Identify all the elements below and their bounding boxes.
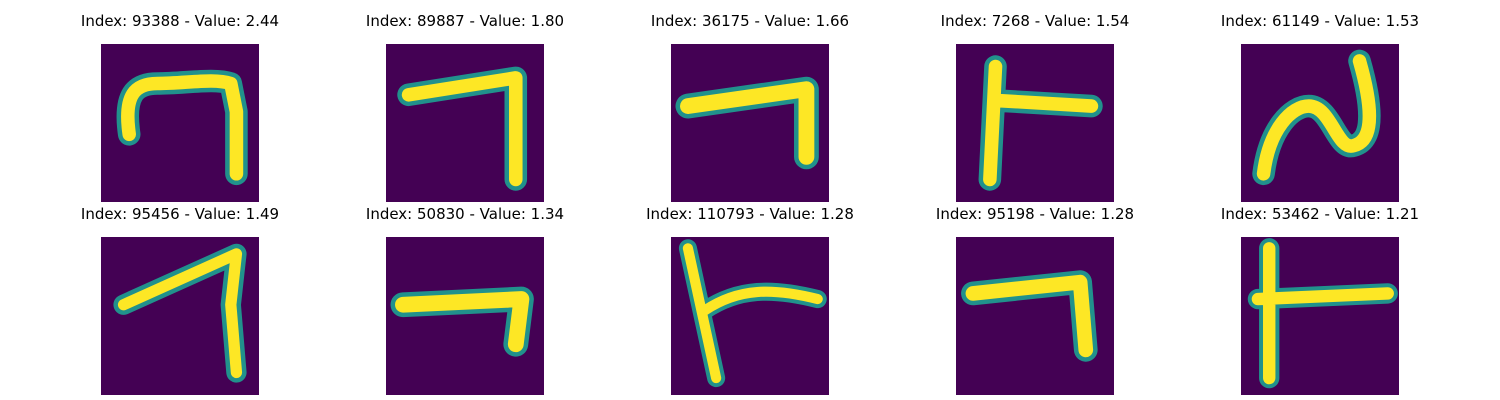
panel-5: Index: 61149 - Value: 1.53 <box>1200 10 1440 202</box>
panel-1: Index: 93388 - Value: 2.44 <box>60 10 300 202</box>
digit-image <box>386 237 544 395</box>
panel-title: Index: 95198 - Value: 1.28 <box>935 205 1135 223</box>
digit-image <box>101 237 259 395</box>
digit-image <box>1241 44 1399 202</box>
panel-7: Index: 50830 - Value: 1.34 <box>345 203 585 395</box>
digit-image <box>956 237 1114 395</box>
digit-image <box>956 44 1114 202</box>
panel-8: Index: 110793 - Value: 1.28 <box>630 203 870 395</box>
panel-9: Index: 95198 - Value: 1.28 <box>915 203 1155 395</box>
panel-title: Index: 89887 - Value: 1.80 <box>365 12 565 30</box>
panel-title: Index: 36175 - Value: 1.66 <box>650 12 850 30</box>
panel-title: Index: 7268 - Value: 1.54 <box>940 12 1130 30</box>
panel-2: Index: 89887 - Value: 1.80 <box>345 10 585 202</box>
panel-title: Index: 93388 - Value: 2.44 <box>80 12 280 30</box>
panel-title: Index: 95456 - Value: 1.49 <box>80 205 280 223</box>
digit-image <box>386 44 544 202</box>
panel-title: Index: 61149 - Value: 1.53 <box>1220 12 1420 30</box>
panel-6: Index: 95456 - Value: 1.49 <box>60 203 300 395</box>
panel-4: Index: 7268 - Value: 1.54 <box>915 10 1155 202</box>
digit-image <box>671 237 829 395</box>
digit-image <box>101 44 259 202</box>
digit-image <box>1241 237 1399 395</box>
digit-image <box>671 44 829 202</box>
panel-title: Index: 53462 - Value: 1.21 <box>1220 205 1420 223</box>
panel-10: Index: 53462 - Value: 1.21 <box>1200 203 1440 395</box>
panel-title: Index: 110793 - Value: 1.28 <box>646 205 854 223</box>
panel-title: Index: 50830 - Value: 1.34 <box>365 205 565 223</box>
panel-3: Index: 36175 - Value: 1.66 <box>630 10 870 202</box>
